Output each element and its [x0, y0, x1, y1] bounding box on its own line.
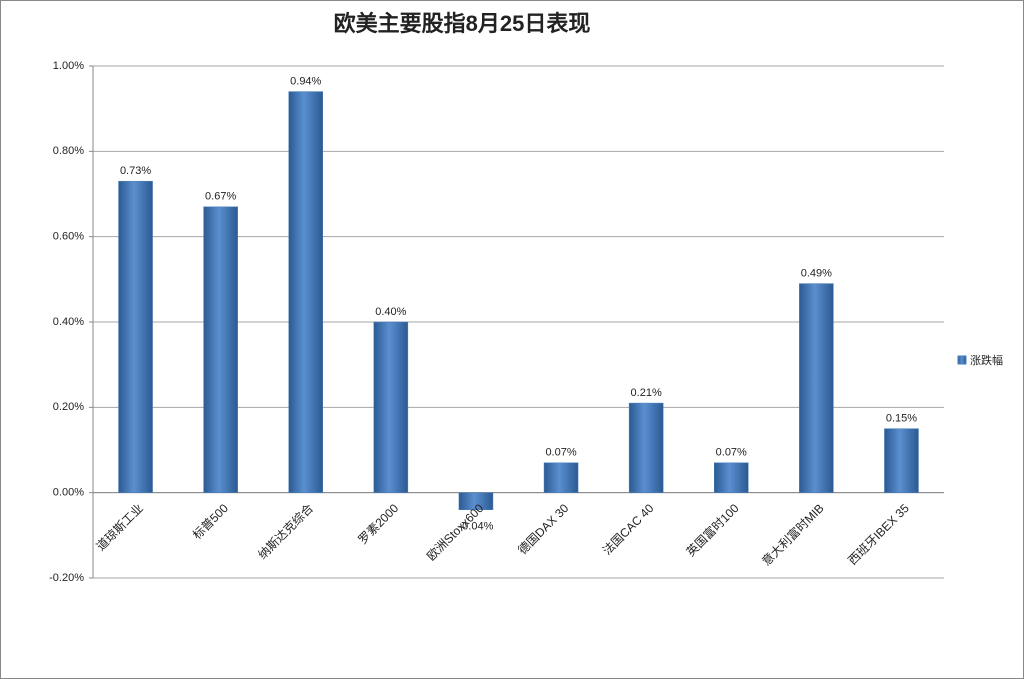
bar [288, 91, 323, 493]
bar [118, 180, 153, 493]
value-label: 0.07% [545, 447, 576, 459]
bar [628, 402, 664, 493]
value-label: 0.40% [375, 306, 406, 318]
y-tick-label: 0.80% [53, 145, 84, 157]
y-tick-label: 0.20% [53, 401, 84, 413]
value-label: 0.73% [120, 165, 151, 177]
y-tick-label: -0.20% [49, 572, 84, 584]
bar [203, 206, 238, 493]
value-label: -0.04% [459, 521, 494, 533]
legend-label: 涨跌幅 [970, 353, 1003, 367]
bar [458, 492, 494, 510]
value-label: 0.15% [886, 413, 917, 425]
bar [543, 462, 579, 493]
value-label: 0.21% [631, 387, 662, 399]
value-label: 0.94% [290, 76, 321, 88]
value-label: 0.67% [205, 191, 236, 203]
bar [373, 321, 409, 493]
legend-swatch [957, 355, 967, 365]
bar [714, 462, 749, 493]
y-tick-label: 1.00% [53, 60, 84, 72]
y-tick-label: 0.40% [53, 316, 84, 328]
value-label: 0.07% [716, 447, 747, 459]
bar [884, 428, 919, 493]
chart-title: 欧美主要股指8月25日表现 [334, 11, 591, 36]
y-tick-label: 0.00% [53, 487, 84, 499]
y-tick-label: 0.60% [53, 231, 84, 243]
bar [799, 283, 834, 493]
value-label: 0.49% [801, 268, 832, 280]
